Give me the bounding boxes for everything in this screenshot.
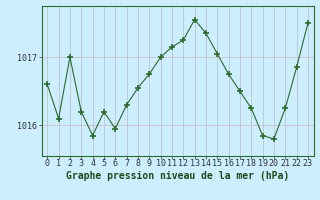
X-axis label: Graphe pression niveau de la mer (hPa): Graphe pression niveau de la mer (hPa) [66,171,289,181]
